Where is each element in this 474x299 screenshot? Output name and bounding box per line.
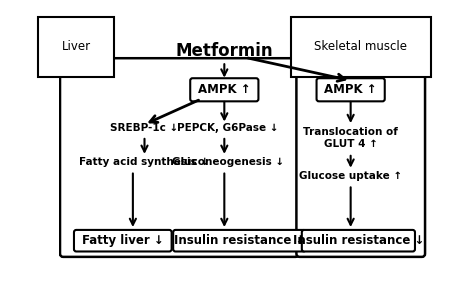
Text: AMPK ↑: AMPK ↑ (324, 83, 377, 96)
FancyBboxPatch shape (173, 230, 306, 251)
Text: Insulin resistance ↓: Insulin resistance ↓ (293, 234, 424, 247)
Text: Gluconeogenesis ↓: Gluconeogenesis ↓ (172, 157, 284, 167)
FancyBboxPatch shape (60, 58, 299, 257)
FancyBboxPatch shape (317, 78, 385, 101)
FancyBboxPatch shape (190, 78, 258, 101)
Text: PEPCK, G6Pase ↓: PEPCK, G6Pase ↓ (177, 123, 279, 133)
Text: Fatty liver ↓: Fatty liver ↓ (82, 234, 164, 247)
Text: AMPK ↑: AMPK ↑ (198, 83, 251, 96)
Text: Liver: Liver (62, 40, 91, 53)
Text: Metformin: Metformin (175, 42, 273, 60)
Text: Insulin resistance ↓: Insulin resistance ↓ (174, 234, 305, 247)
FancyBboxPatch shape (296, 58, 425, 257)
FancyBboxPatch shape (74, 230, 172, 251)
Text: Skeletal muscle: Skeletal muscle (314, 40, 407, 53)
Text: Glucose uptake ↑: Glucose uptake ↑ (299, 171, 402, 181)
Text: SREBP-1c ↓: SREBP-1c ↓ (110, 123, 179, 133)
FancyBboxPatch shape (302, 230, 415, 251)
Text: Translocation of
GLUT 4 ↑: Translocation of GLUT 4 ↑ (303, 127, 398, 149)
Text: Fatty acid synthesis ↓: Fatty acid synthesis ↓ (80, 157, 210, 167)
